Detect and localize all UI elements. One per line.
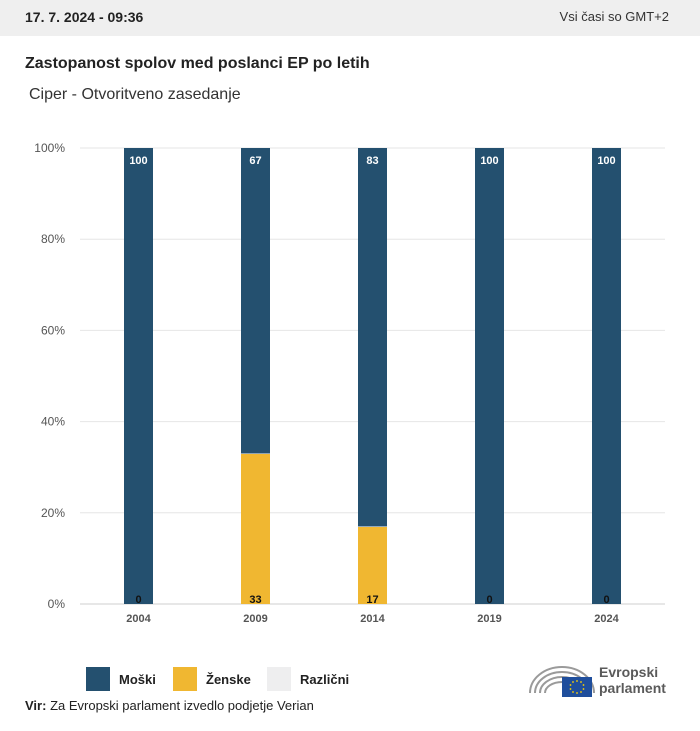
bar-men (475, 148, 504, 604)
ep-logo: Evropski parlament (528, 659, 678, 699)
bar-women (358, 526, 387, 604)
x-tick-label: 2009 (243, 613, 267, 625)
source-text: Za Evropski parlament izvedlo podjetje V… (50, 698, 314, 713)
data-label-women: 0 (603, 594, 609, 606)
eu-flag-icon (562, 677, 592, 697)
y-tick-label: 100% (34, 141, 65, 155)
data-label-men: 83 (366, 155, 378, 167)
logo-text-line2: parlament (599, 680, 666, 696)
bar-men (124, 148, 153, 604)
data-label-women: 33 (249, 594, 261, 606)
bar-women (241, 453, 270, 604)
y-tick-label: 60% (41, 323, 65, 337)
legend-swatch-women (173, 667, 197, 691)
bar-men (241, 148, 270, 454)
bar-men (358, 148, 387, 527)
date-time: 17. 7. 2024 - 09:36 (25, 9, 144, 25)
x-tick-label: 2014 (360, 613, 385, 625)
y-tick-label: 40% (41, 415, 65, 429)
logo-text-line1: Evropski (599, 664, 659, 680)
legend-swatch-diverse (267, 667, 291, 691)
timezone-note: Vsi časi so GMT+2 (559, 9, 669, 24)
data-label-men: 100 (480, 155, 498, 167)
data-label-women: 17 (366, 594, 378, 606)
logo-text: Evropski parlament (599, 664, 666, 696)
legend-label-diverse: Različni (300, 672, 350, 687)
data-label-women: 0 (135, 594, 141, 606)
source-label: Vir: (25, 698, 47, 713)
y-tick-label: 0% (48, 597, 66, 611)
legend-label-men: Moški (119, 672, 156, 687)
chart-subtitle: Ciper - Otvoritveno zasedanje (29, 86, 241, 103)
y-tick-label: 80% (41, 232, 65, 246)
legend-label-women: Ženske (206, 672, 251, 687)
x-tick-label: 2004 (126, 613, 151, 625)
x-tick-label: 2024 (594, 613, 619, 625)
chart-title: Zastopanost spolov med poslanci EP po le… (25, 55, 370, 72)
bar-men (592, 148, 621, 604)
source-note: Vir: Za Evropski parlament izvedlo podje… (25, 698, 314, 713)
data-label-men: 100 (129, 155, 147, 167)
data-label-women: 0 (486, 594, 492, 606)
y-tick-label: 20% (41, 506, 65, 520)
data-label-men: 67 (249, 155, 261, 167)
legend-swatch-men (86, 667, 110, 691)
x-tick-label: 2019 (477, 613, 501, 625)
bar-chart: 0% 20% 40% 60% 80% 100% 100 0 2004 67 33 2009 83 17 20… (34, 141, 665, 625)
top-bar: 17. 7. 2024 - 09:36 Vsi časi so GMT+2 (0, 0, 700, 36)
data-label-men: 100 (597, 155, 615, 167)
